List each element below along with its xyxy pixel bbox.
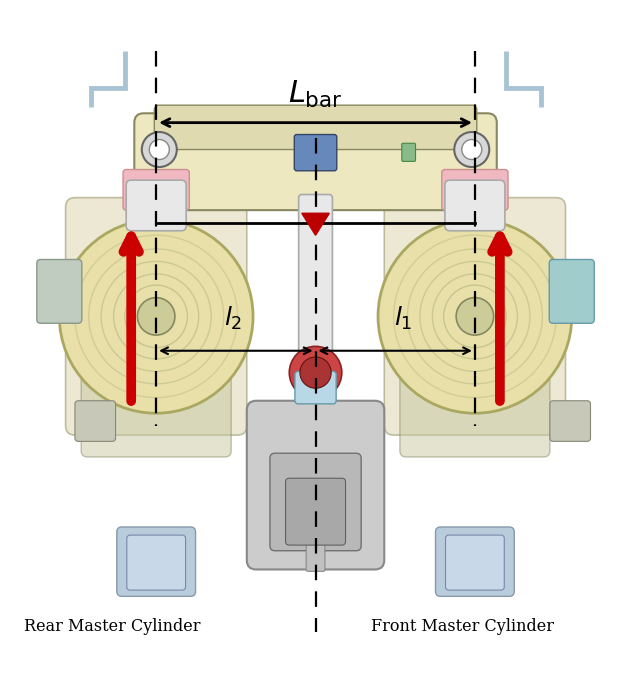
- Circle shape: [138, 298, 175, 335]
- Circle shape: [454, 132, 489, 167]
- FancyBboxPatch shape: [400, 363, 550, 457]
- FancyBboxPatch shape: [550, 401, 590, 442]
- FancyBboxPatch shape: [127, 535, 185, 590]
- Text: $l_{2}$: $l_{2}$: [224, 305, 242, 332]
- Circle shape: [142, 132, 177, 167]
- Text: Rear Master Cylinder: Rear Master Cylinder: [24, 618, 201, 635]
- Circle shape: [456, 298, 494, 335]
- FancyBboxPatch shape: [441, 169, 508, 210]
- Text: $L_{\mathrm{bar}}$: $L_{\mathrm{bar}}$: [288, 79, 343, 110]
- FancyBboxPatch shape: [402, 143, 416, 161]
- FancyBboxPatch shape: [445, 535, 504, 590]
- Polygon shape: [302, 214, 329, 235]
- FancyBboxPatch shape: [384, 198, 565, 435]
- Circle shape: [59, 220, 253, 413]
- Circle shape: [290, 347, 342, 399]
- FancyBboxPatch shape: [81, 363, 231, 457]
- FancyBboxPatch shape: [286, 478, 345, 545]
- Circle shape: [378, 220, 571, 413]
- FancyBboxPatch shape: [306, 543, 325, 571]
- FancyBboxPatch shape: [550, 260, 594, 323]
- FancyBboxPatch shape: [123, 169, 189, 210]
- Text: $l_{1}$: $l_{1}$: [394, 305, 412, 332]
- FancyBboxPatch shape: [154, 105, 477, 150]
- FancyBboxPatch shape: [295, 134, 337, 171]
- FancyBboxPatch shape: [126, 180, 186, 231]
- FancyBboxPatch shape: [436, 527, 514, 597]
- FancyBboxPatch shape: [117, 527, 195, 597]
- Circle shape: [149, 140, 170, 160]
- FancyBboxPatch shape: [445, 180, 505, 231]
- Text: Front Master Cylinder: Front Master Cylinder: [371, 618, 554, 635]
- FancyBboxPatch shape: [299, 194, 332, 367]
- Circle shape: [300, 357, 331, 388]
- FancyBboxPatch shape: [295, 371, 336, 404]
- FancyBboxPatch shape: [37, 260, 82, 323]
- FancyBboxPatch shape: [75, 401, 116, 442]
- FancyBboxPatch shape: [270, 453, 361, 551]
- Circle shape: [462, 140, 482, 160]
- FancyBboxPatch shape: [134, 113, 497, 210]
- FancyBboxPatch shape: [65, 198, 247, 435]
- FancyBboxPatch shape: [247, 401, 384, 570]
